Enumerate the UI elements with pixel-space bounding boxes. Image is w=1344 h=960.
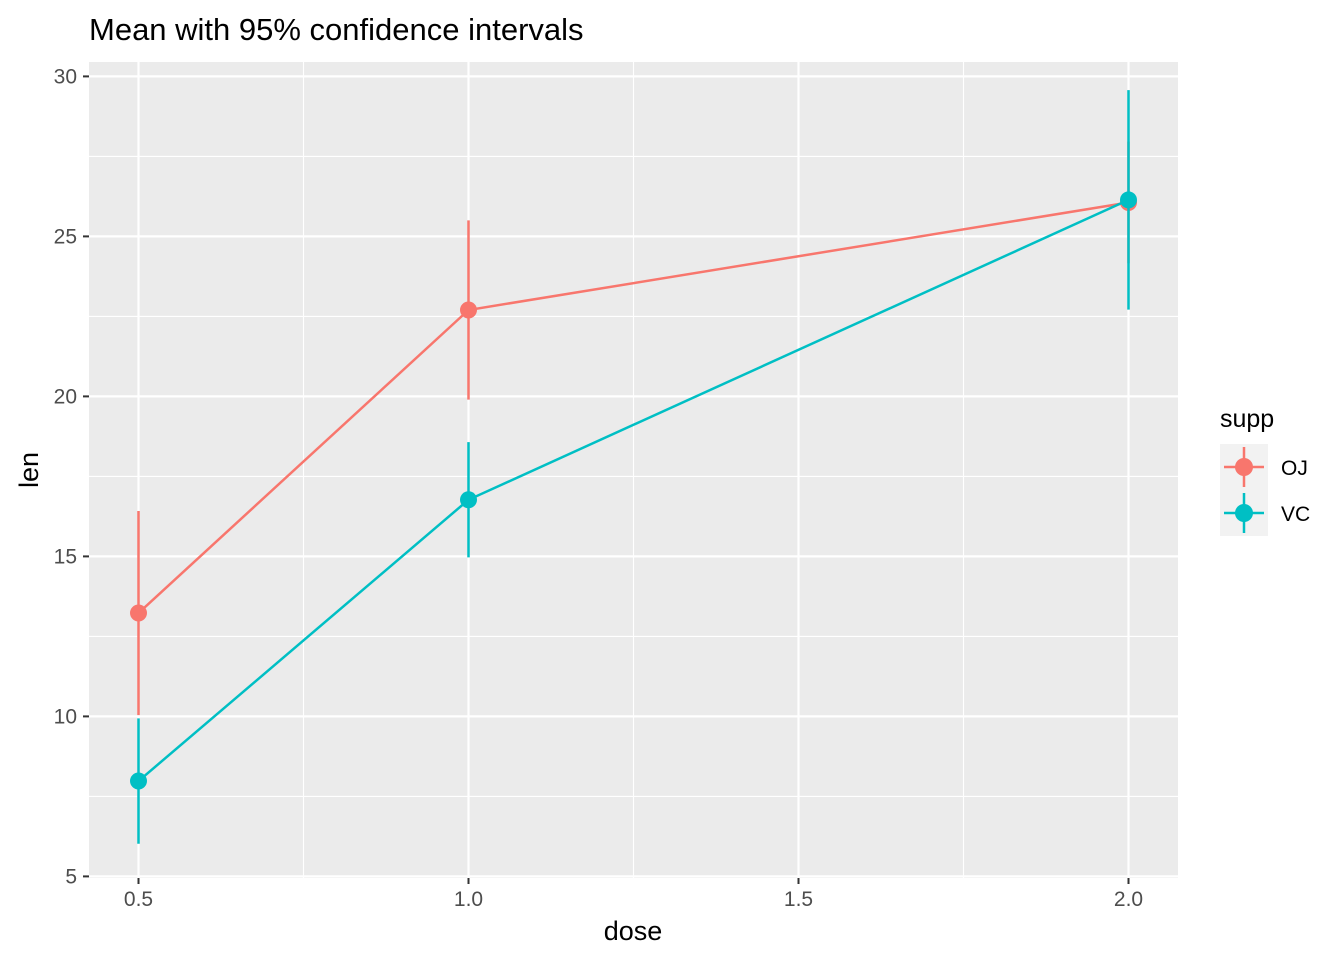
legend-key-point	[1235, 458, 1253, 476]
legend-label-vc: VC	[1281, 503, 1310, 526]
y-axis: 5 10 15 20 25 30	[54, 65, 89, 888]
y-tick-label: 20	[54, 385, 77, 408]
series-layer	[130, 90, 1137, 844]
y-tick-label: 25	[54, 225, 77, 248]
x-tick-label: 2.0	[1114, 888, 1143, 911]
data-point-oj	[130, 604, 147, 622]
y-axis-title: len	[14, 452, 44, 488]
legend-key-point	[1235, 504, 1253, 522]
data-point-vc	[1120, 191, 1137, 209]
y-tick-label: 15	[54, 545, 77, 568]
data-point-oj	[460, 301, 477, 319]
x-axis: 0.5 1.0 1.5 2.0	[124, 878, 1143, 911]
data-point-vc	[130, 772, 147, 790]
x-tick-label: 1.0	[454, 888, 483, 911]
y-tick-label: 5	[65, 865, 77, 888]
legend: supp OJ VC	[1220, 405, 1310, 536]
y-tick-label: 30	[54, 65, 77, 88]
legend-label-oj: OJ	[1281, 457, 1308, 480]
x-axis-title: dose	[604, 916, 663, 946]
data-point-vc	[460, 491, 477, 509]
grid-minor	[89, 62, 1178, 878]
y-tick-label: 10	[54, 705, 77, 728]
x-tick-label: 1.5	[784, 888, 813, 911]
x-tick-label: 0.5	[124, 888, 153, 911]
legend-title: supp	[1220, 405, 1274, 433]
chart-title: Mean with 95% confidence intervals	[89, 12, 584, 47]
